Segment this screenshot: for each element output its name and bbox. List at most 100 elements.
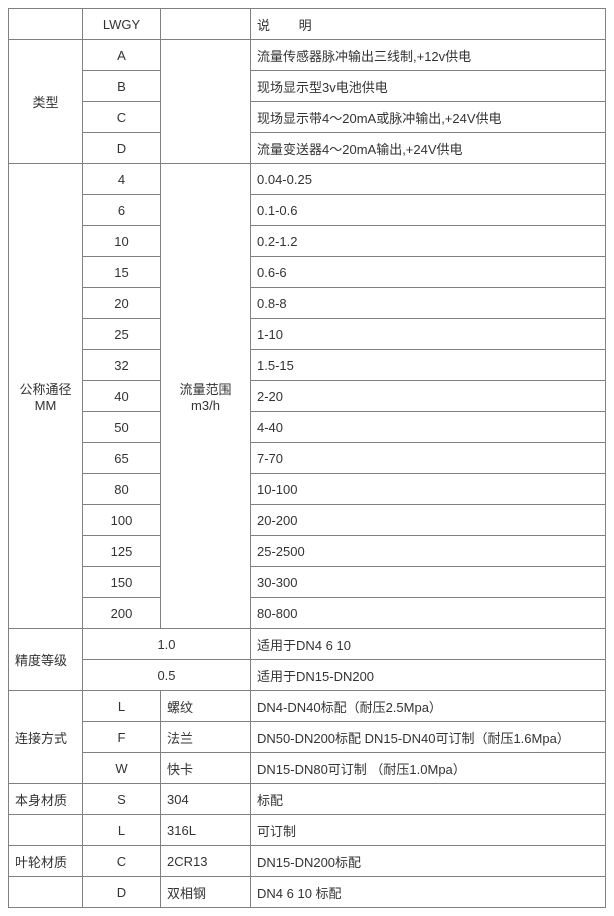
connect-desc: DN50-DN200标配 DN15-DN40可订制（耐压1.6Mpa） xyxy=(251,722,606,753)
table-row: 657-70 xyxy=(9,443,606,474)
type-desc: 流量传感器脉冲输出三线制,+12v供电 xyxy=(251,40,606,71)
impeller-material-code: C xyxy=(83,846,161,877)
body-material-code: S xyxy=(83,784,161,815)
flow-range-line1: 流量范围 xyxy=(179,382,231,397)
accuracy-group-label: 精度等级 xyxy=(9,629,83,691)
table-row: 80 10-100 xyxy=(9,474,606,505)
header-blank-2 xyxy=(161,9,251,40)
dn-range: 0.8-8 xyxy=(251,288,606,319)
dn-range: 0.1-0.6 xyxy=(251,195,606,226)
header-blank-1 xyxy=(9,9,83,40)
table-row: C 现场显示带4～20mA或脉冲输出,+24V供电 xyxy=(9,102,606,133)
table-row: 连接方式 L 螺纹 DN4-DN40标配（耐压2.5Mpa） xyxy=(9,691,606,722)
header-desc: 说明 xyxy=(251,9,606,40)
dn-range: 10-100 xyxy=(251,474,606,505)
dn-code: 15 xyxy=(83,257,161,288)
dn-range: 2-20 xyxy=(251,381,606,412)
type-code: A xyxy=(83,40,161,71)
dn-code: 20 xyxy=(83,288,161,319)
connect-desc: DN15-DN80可订制 （耐压1.0Mpa） xyxy=(251,753,606,784)
connect-desc: DN4-DN40标配（耐压2.5Mpa） xyxy=(251,691,606,722)
dn-code: 40 xyxy=(83,381,161,412)
impeller-material-name: 双相钢 xyxy=(161,877,251,908)
table-row: D 流量变送器4～20mA输出,+24V供电 xyxy=(9,133,606,164)
type-code: C xyxy=(83,102,161,133)
dn-range: 4-40 xyxy=(251,412,606,443)
type-desc: 现场显示型3v电池供电 xyxy=(251,71,606,102)
table-row: 精度等级 1.0 适用于DN4 6 10 xyxy=(9,629,606,660)
table-row: W 快卡 DN15-DN80可订制 （耐压1.0Mpa） xyxy=(9,753,606,784)
body-material-desc: 标配 xyxy=(251,784,606,815)
table-header-row: LWGY 说明 xyxy=(9,9,606,40)
connect-code: W xyxy=(83,753,161,784)
impeller-material-desc: DN15-DN200标配 xyxy=(251,846,606,877)
dn-group-label-line1: 公称通径 xyxy=(19,382,71,397)
dn-code: 100 xyxy=(83,505,161,536)
connect-code: F xyxy=(83,722,161,753)
table-row: B 现场显示型3v电池供电 xyxy=(9,71,606,102)
table-row: 叶轮材质 C 2CR13 DN15-DN200标配 xyxy=(9,846,606,877)
table-row: 100 20-200 xyxy=(9,505,606,536)
dn-code: 25 xyxy=(83,319,161,350)
header-lwgy: LWGY xyxy=(83,9,161,40)
dn-range: 0.6-6 xyxy=(251,257,606,288)
spec-table: LWGY 说明 类型 A 流量传感器脉冲输出三线制,+12v供电 B 现场显示型… xyxy=(8,8,606,908)
table-row: 100.2-1.2 xyxy=(9,226,606,257)
accuracy-desc: 适用于DN4 6 10 xyxy=(251,629,606,660)
type-code: D xyxy=(83,133,161,164)
dn-range: 1.5-15 xyxy=(251,350,606,381)
dn-range: 7-70 xyxy=(251,443,606,474)
dn-range: 0.04-0.25 xyxy=(251,164,606,195)
connect-group-label: 连接方式 xyxy=(9,691,83,784)
table-row: 0.5 适用于DN15-DN200 xyxy=(9,660,606,691)
type-code: B xyxy=(83,71,161,102)
table-row: F 法兰 DN50-DN200标配 DN15-DN40可订制（耐压1.6Mpa） xyxy=(9,722,606,753)
connect-name: 快卡 xyxy=(161,753,251,784)
connect-code: L xyxy=(83,691,161,722)
accuracy-value: 0.5 xyxy=(83,660,251,691)
flow-range-label: 流量范围 m3/h xyxy=(161,164,251,629)
dn-range: 0.2-1.2 xyxy=(251,226,606,257)
impeller-material-code: D xyxy=(83,877,161,908)
table-row: 20 0.8-8 xyxy=(9,288,606,319)
table-row: L 316L 可订制 xyxy=(9,815,606,846)
body-material-name: 304 xyxy=(161,784,251,815)
table-row: 40 2-20 xyxy=(9,381,606,412)
table-row: 公称通径 MM 4 流量范围 m3/h 0.04-0.25 xyxy=(9,164,606,195)
dn-code: 4 xyxy=(83,164,161,195)
body-material-blank xyxy=(9,815,83,846)
table-row: 32 1.5-15 xyxy=(9,350,606,381)
dn-group-label: 公称通径 MM xyxy=(9,164,83,629)
type-group-label: 类型 xyxy=(9,40,83,164)
impeller-material-name: 2CR13 xyxy=(161,846,251,877)
impeller-material-blank xyxy=(9,877,83,908)
dn-code: 32 xyxy=(83,350,161,381)
dn-range: 25-2500 xyxy=(251,536,606,567)
dn-range: 20-200 xyxy=(251,505,606,536)
type-desc: 流量变送器4～20mA输出,+24V供电 xyxy=(251,133,606,164)
dn-range: 30-300 xyxy=(251,567,606,598)
type-desc: 现场显示带4～20mA或脉冲输出,+24V供电 xyxy=(251,102,606,133)
body-material-name: 316L xyxy=(161,815,251,846)
impeller-material-desc: DN4 6 10 标配 xyxy=(251,877,606,908)
table-row: 200 80-800 xyxy=(9,598,606,629)
dn-code: 50 xyxy=(83,412,161,443)
connect-name: 螺纹 xyxy=(161,691,251,722)
table-row: 125 25-2500 xyxy=(9,536,606,567)
dn-code: 80 xyxy=(83,474,161,505)
accuracy-value: 1.0 xyxy=(83,629,251,660)
table-row: 15 0.6-6 xyxy=(9,257,606,288)
dn-code: 125 xyxy=(83,536,161,567)
dn-range: 1-10 xyxy=(251,319,606,350)
table-row: 50 4-40 xyxy=(9,412,606,443)
table-row: D 双相钢 DN4 6 10 标配 xyxy=(9,877,606,908)
table-row: 6 0.1-0.6 xyxy=(9,195,606,226)
impeller-material-group-label: 叶轮材质 xyxy=(9,846,83,877)
table-row: 类型 A 流量传感器脉冲输出三线制,+12v供电 xyxy=(9,40,606,71)
dn-code: 6 xyxy=(83,195,161,226)
dn-code: 150 xyxy=(83,567,161,598)
dn-range: 80-800 xyxy=(251,598,606,629)
dn-group-label-line2: MM xyxy=(35,398,57,413)
table-row: 本身材质 S 304 标配 xyxy=(9,784,606,815)
dn-code: 200 xyxy=(83,598,161,629)
